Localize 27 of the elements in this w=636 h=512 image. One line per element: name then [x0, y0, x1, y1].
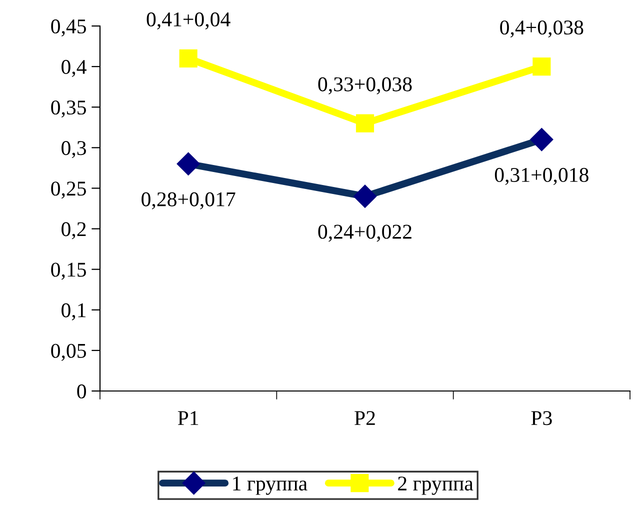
y-tick-label: 0,4: [62, 60, 86, 77]
y-tick-label: 0,25: [51, 182, 86, 199]
y-tick-label: 0,45: [51, 19, 86, 36]
data-label: 0,31+0,018: [494, 168, 588, 185]
point: [532, 58, 551, 76]
data-label: 0,28+0,017: [142, 192, 236, 210]
point: [530, 128, 554, 152]
data-label: 0,4+0,038: [500, 20, 584, 38]
y-tick-label: 0,3: [62, 141, 86, 158]
y-tick-label: 0,1: [62, 303, 86, 320]
y-tick-label: 0,2: [62, 222, 86, 240]
legend-label: 2 группа: [398, 476, 474, 495]
point: [354, 184, 376, 208]
x-tick-label: P2: [354, 411, 375, 425]
data-label: 0,33+0,038: [318, 77, 412, 94]
legend-label: 1 группа: [233, 476, 308, 495]
point: [356, 114, 374, 132]
y-tick-label: 0,35: [51, 100, 86, 118]
y-tick-label: 0: [77, 384, 86, 398]
data-label: 0,41+0,04: [146, 12, 230, 30]
data-label: 0,24+0,022: [318, 224, 412, 242]
y-tick-label: 0,05: [51, 344, 86, 361]
x-tick-label: P3: [531, 411, 552, 426]
y-tick-label: 0,15: [51, 262, 86, 280]
x-tick-label: P1: [178, 411, 198, 425]
point: [179, 49, 198, 68]
point: [176, 152, 200, 176]
